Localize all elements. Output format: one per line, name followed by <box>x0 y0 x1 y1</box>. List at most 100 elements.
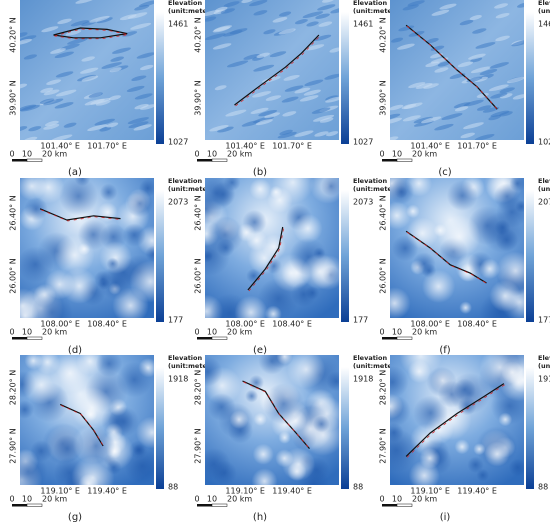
dune <box>476 105 492 111</box>
terrain <box>251 468 278 485</box>
colorbar <box>156 367 164 489</box>
lat-tick-label: 40.20° N <box>9 17 18 52</box>
dune <box>229 28 248 35</box>
lon-tick-label: 101.40° E <box>225 142 265 151</box>
terrain <box>129 260 154 303</box>
dune <box>475 42 496 49</box>
terrain <box>253 412 267 426</box>
scale-bar <box>12 159 27 162</box>
dune <box>495 12 510 19</box>
dune <box>43 98 64 106</box>
dune <box>415 82 433 89</box>
dune <box>511 39 524 47</box>
colorbar-max: 2073 <box>168 198 188 207</box>
panel-label: (i) <box>440 512 451 523</box>
terrain <box>390 201 411 230</box>
lat-tick-label: 28.20° N <box>379 370 388 405</box>
legend-title: (unit:meter) <box>353 185 398 193</box>
lat-tick-label: 39.90° N <box>379 80 388 115</box>
scale-label: 0 <box>9 150 14 159</box>
lon-tick-label: 119.10° E <box>225 487 265 496</box>
dune <box>96 17 113 24</box>
dune <box>391 37 404 43</box>
dune <box>495 35 510 42</box>
panel-label: (f) <box>439 345 450 356</box>
lon-tick-label: 119.10° E <box>410 487 450 496</box>
dune <box>130 22 152 30</box>
panel: Elevation(unit:meter) 2073 177 26.40° N 26.0… <box>9 177 214 356</box>
scale-label: 10 <box>22 328 32 337</box>
panel-label: (b) <box>253 167 267 178</box>
dune <box>488 115 501 121</box>
dune <box>63 122 77 128</box>
colorbar-min: 88 <box>353 483 363 492</box>
dune <box>226 60 249 68</box>
scale-bar <box>382 337 397 340</box>
elevation-map <box>205 355 339 485</box>
colorbar-min: 88 <box>168 483 178 492</box>
terrain <box>207 393 236 422</box>
dune <box>265 95 282 101</box>
dune <box>460 132 475 139</box>
terrain <box>99 183 118 202</box>
terrain <box>205 250 213 263</box>
dune <box>434 67 449 73</box>
panel-label: (g) <box>68 512 82 523</box>
dune <box>215 6 228 12</box>
dune <box>390 113 401 121</box>
scale-label: 0 <box>194 328 199 337</box>
dune <box>281 96 299 103</box>
terrain <box>223 178 241 192</box>
lat-tick-label: 26.40° N <box>379 195 388 230</box>
dune <box>110 56 124 62</box>
scale-bar <box>197 337 212 340</box>
dune <box>95 100 111 106</box>
panel: Elevation(unit:meter) 2073 177 26.40° N 26.0… <box>379 177 550 356</box>
terrain <box>133 443 146 456</box>
lon-tick-label: 119.10° E <box>40 487 80 496</box>
dune <box>55 89 77 97</box>
terrain <box>108 406 139 438</box>
scale-bar <box>12 337 27 340</box>
dune <box>70 20 89 27</box>
dune <box>263 29 276 35</box>
colorbar-min: 177 <box>538 316 550 325</box>
legend-title: Elevation <box>353 177 388 185</box>
legend-title: (unit:meter) <box>168 362 213 370</box>
dune <box>81 75 99 82</box>
terrain <box>467 456 484 474</box>
terrain <box>399 355 443 378</box>
dune <box>315 13 330 19</box>
dune <box>324 73 339 80</box>
dune <box>396 43 415 50</box>
scale-label: 0 <box>379 328 384 337</box>
terrain <box>419 447 441 469</box>
terrain <box>20 452 48 485</box>
scale-bar <box>396 503 413 507</box>
dune <box>449 73 466 79</box>
terrain <box>479 355 521 388</box>
terrain <box>484 441 510 467</box>
elevation-map <box>205 0 339 140</box>
dune <box>139 0 154 7</box>
scale-label: 0 <box>194 495 199 504</box>
scale-label: 20 km <box>227 150 252 159</box>
dune <box>489 62 509 69</box>
terrain <box>293 213 323 244</box>
route-red <box>406 384 506 458</box>
dune <box>303 89 321 96</box>
colorbar-max: 2073 <box>538 198 550 207</box>
route-black <box>234 34 320 106</box>
dune <box>398 25 415 32</box>
terrain <box>216 238 235 257</box>
colorbar-max: 1461 <box>538 20 550 29</box>
dune <box>134 93 153 100</box>
colorbar-min: 1027 <box>168 138 188 147</box>
dune <box>20 32 28 38</box>
terrain <box>20 178 47 201</box>
dune <box>306 44 325 51</box>
dune <box>304 79 324 87</box>
dune <box>40 87 54 93</box>
colorbar-max: 1918 <box>538 375 550 384</box>
dune <box>463 99 484 107</box>
